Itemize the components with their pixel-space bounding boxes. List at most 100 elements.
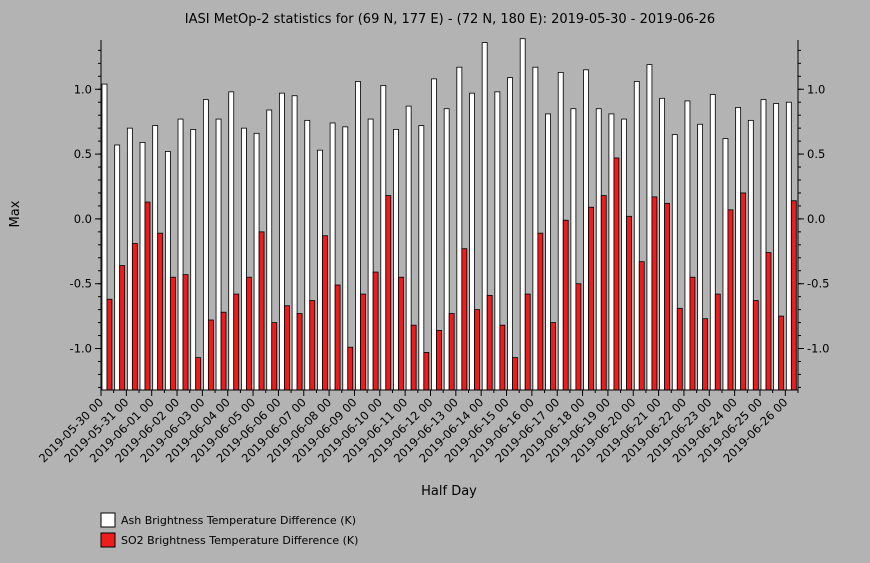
bar-ash [532,66,539,391]
legend: Ash Brightness Temperature Difference (K… [100,512,358,548]
bar-ash [405,105,412,391]
bar-ash [507,77,513,391]
bar-ash [164,151,171,391]
bar-so2 [689,276,696,391]
bar-ash [240,127,247,391]
bars [101,38,797,391]
bar-so2 [752,300,759,391]
bar-ash [456,66,463,391]
y-tick-label-left: -0.5 [70,277,92,291]
bar-ash [773,103,780,391]
bar-ash [684,100,691,391]
bar-so2 [727,209,734,391]
bar-ash [595,108,602,391]
bar-ash [304,119,311,391]
legend-swatch-ash [100,512,116,528]
bar-so2 [372,271,379,391]
bar-ash [190,129,197,391]
bar-ash [126,127,133,391]
bar-so2 [436,329,442,391]
bar-so2 [613,157,620,391]
bar-so2 [220,311,227,391]
bar-ash [418,125,425,391]
bar-so2 [284,305,290,391]
bar-ash [177,118,184,391]
bar-so2 [537,232,544,391]
bar-ash [266,109,273,391]
bar-ash [494,91,501,391]
y-tick-label-left: -1.0 [70,342,92,356]
legend-swatch-so2 [100,532,116,548]
bar-so2 [271,322,278,391]
bar-ash [608,113,615,391]
bar-ash [380,84,387,391]
bar-ash [253,132,260,391]
bar-so2 [309,300,316,391]
bar-so2 [448,313,455,391]
bar-ash [621,118,627,391]
bar-so2 [778,315,785,391]
y-tick-label-right: -0.5 [807,277,829,291]
bar-ash [709,94,716,391]
bar-ash [114,144,121,391]
bar-so2 [524,293,531,391]
bar-so2 [714,293,721,391]
bar-so2 [410,324,417,391]
bar-so2 [334,284,341,391]
y-tick-label-left: 1.0 [74,82,92,96]
bar-ash [367,118,374,391]
bar-so2 [588,206,594,391]
bar-ash [722,138,729,391]
bar-so2 [360,293,366,391]
bar-so2 [702,318,709,391]
y-tick-label-left: 0.5 [74,147,92,161]
bar-so2 [638,261,645,391]
bar-so2 [651,196,658,391]
bar-so2 [790,200,797,391]
bar-ash [228,91,235,391]
bar-ash [671,134,678,391]
bar-so2 [423,352,430,391]
bar-ash [583,69,589,391]
bar-ash [355,81,361,391]
y-tick-label-right: -1.0 [807,342,829,356]
x-axis-title: Half Day [421,484,477,499]
bar-ash [646,64,653,391]
bar-ash [279,92,285,391]
bar-so2 [131,243,138,391]
bar-so2 [169,276,176,391]
bar-ash [443,108,450,391]
bar-so2 [245,276,252,391]
bar-ash [659,97,665,391]
bar-ash [317,149,323,391]
bar-ash [633,81,640,391]
bar-so2 [550,322,556,391]
y-axis-title: Max [8,200,23,227]
bar-so2 [765,252,772,391]
bar-ash [152,125,159,391]
bar-ash [557,72,564,391]
bar-so2 [664,202,670,391]
bar-so2 [562,219,569,391]
bar-ash [215,118,222,391]
bar-ash [101,83,108,391]
bar-ash [570,108,577,391]
bar-so2 [233,293,240,391]
y-tick-label-right: 0.5 [807,147,825,161]
bar-so2 [182,274,189,391]
bar-so2 [676,307,683,391]
bar-ash [519,38,526,391]
bar-ash [202,99,209,391]
bar-so2 [600,195,607,391]
chart-title: IASI MetOp-2 statistics for (69 N, 177 E… [185,12,715,27]
y-tick-label-right: 1.0 [807,82,825,96]
bar-ash [545,113,551,391]
y-tick-label-right: 0.0 [807,212,825,226]
bar-ash [747,119,754,391]
legend-label-so2: SO2 Brightness Temperature Difference (K… [121,534,358,547]
bar-so2 [512,357,518,391]
bar-so2 [575,283,582,391]
bar-ash [735,107,742,391]
bar-so2 [258,231,265,391]
